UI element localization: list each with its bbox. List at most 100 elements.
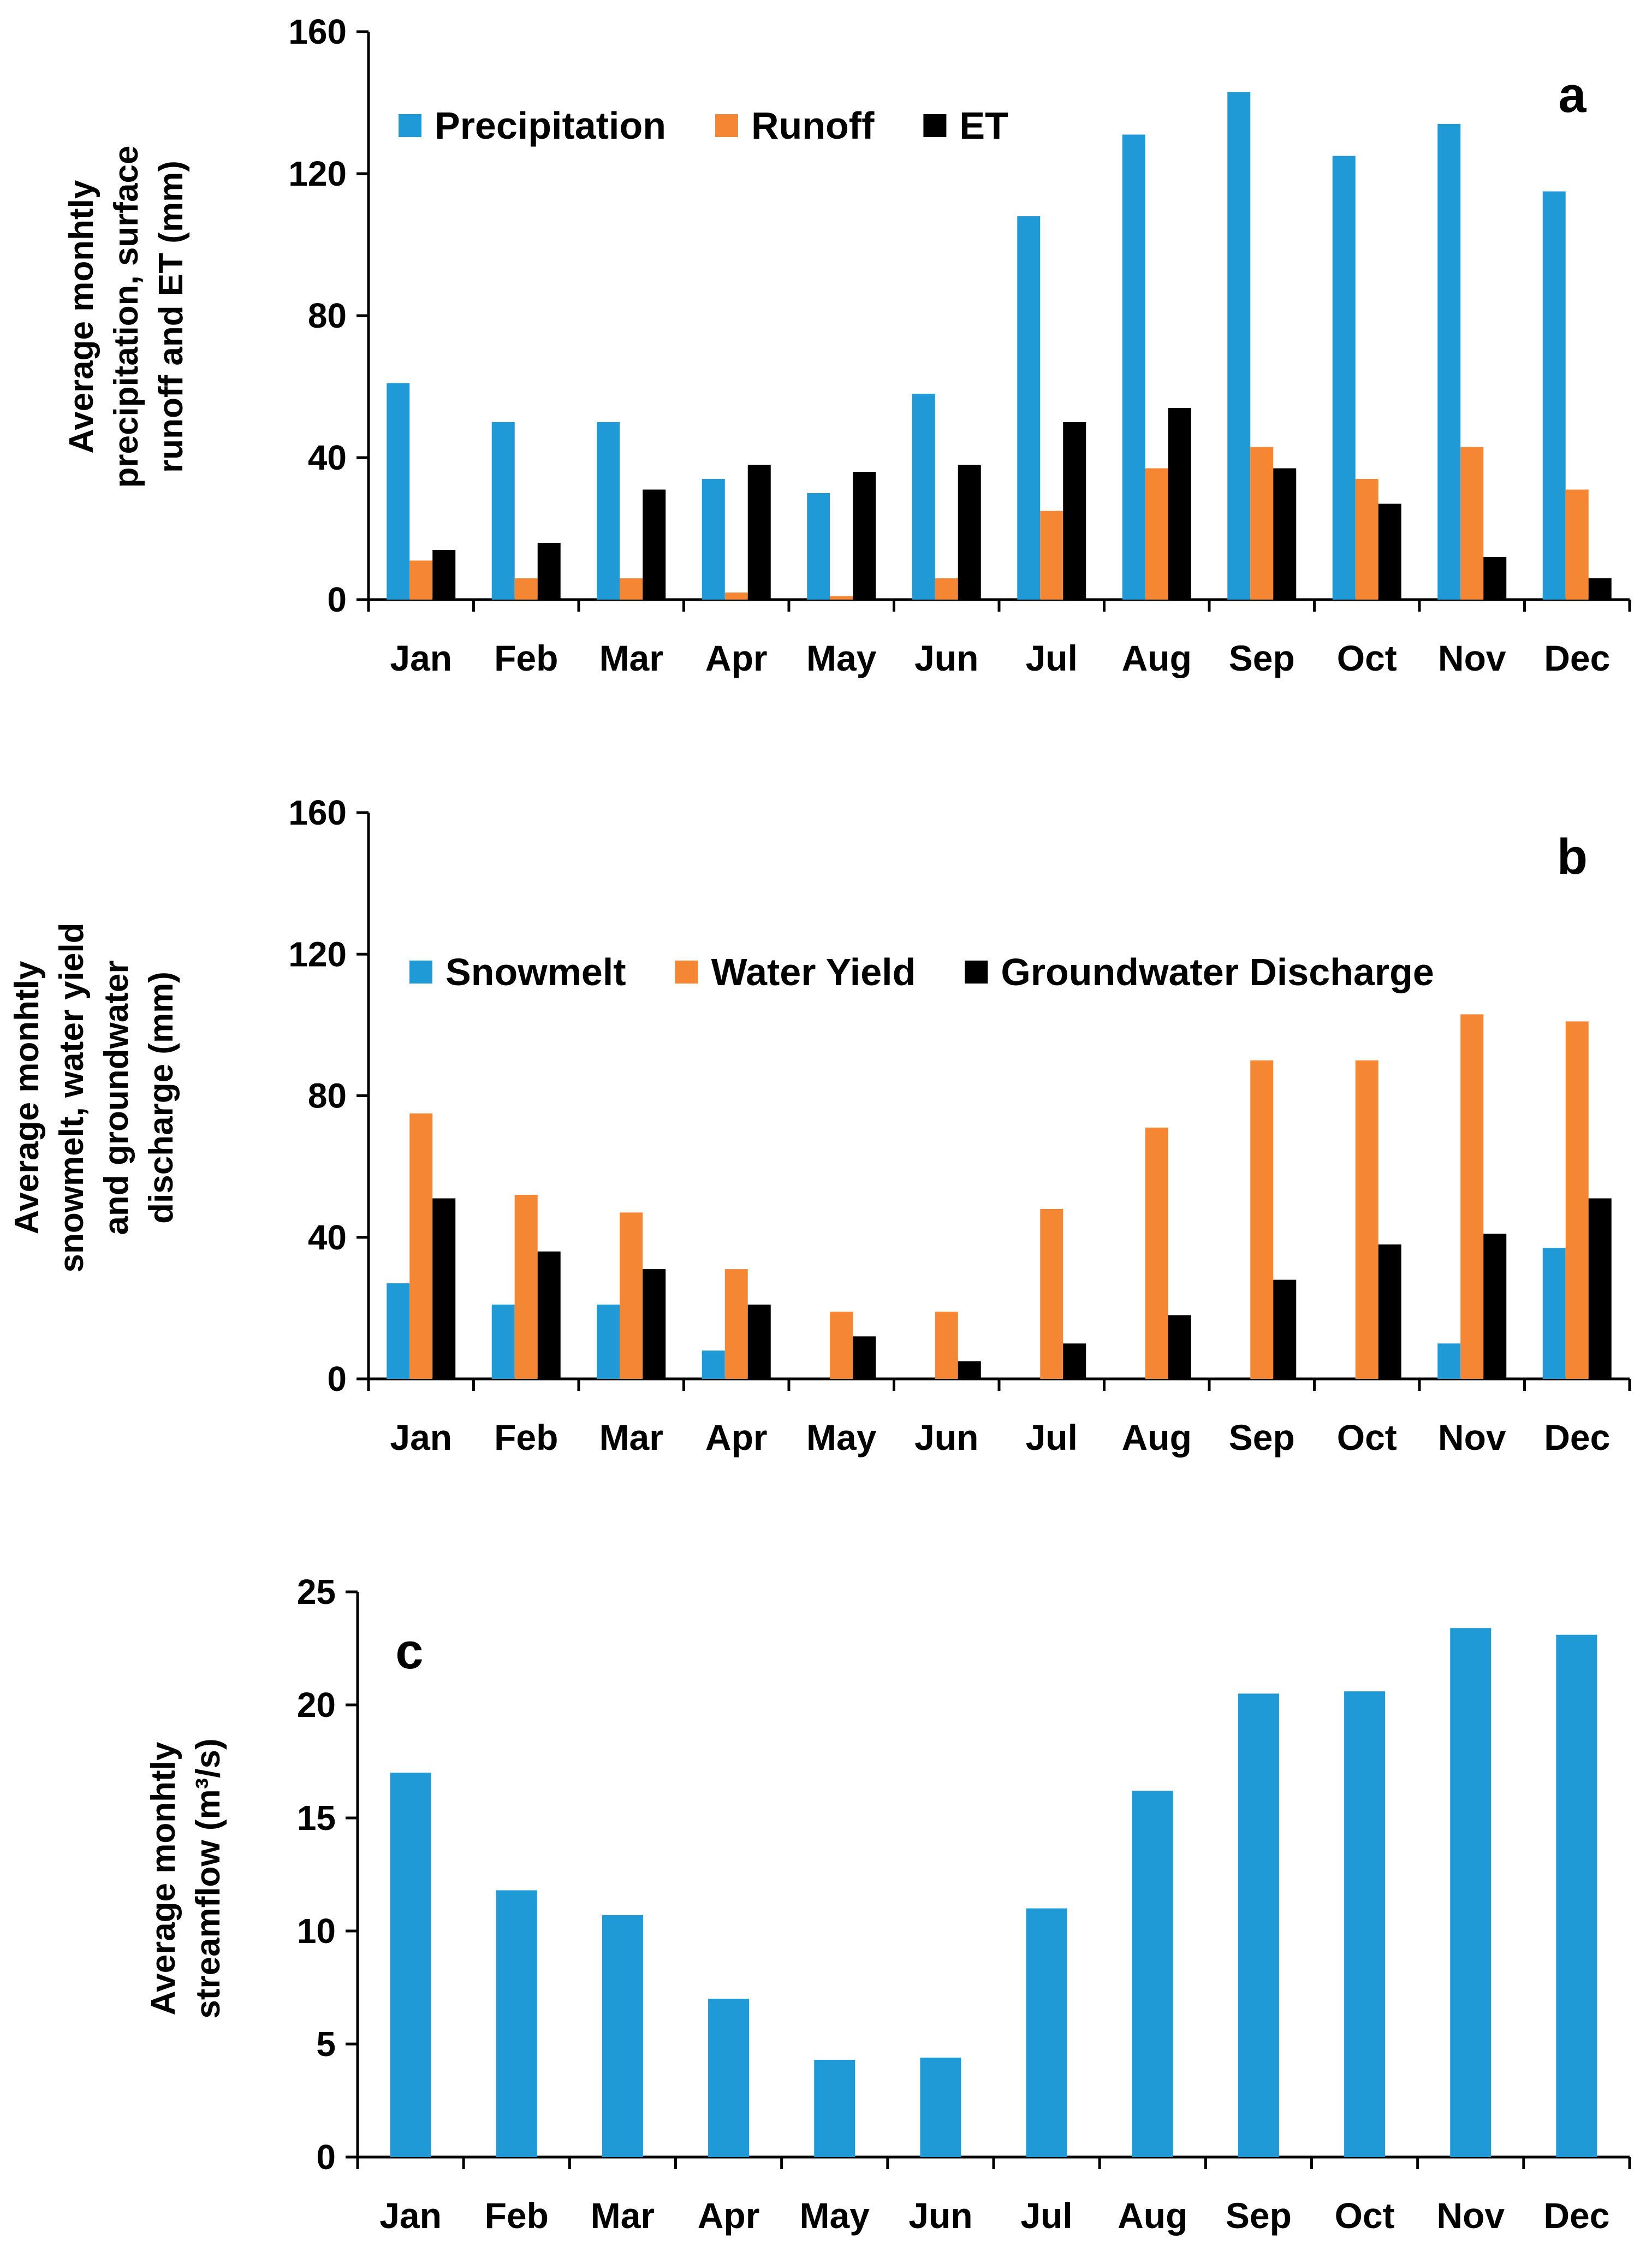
panel-a-bars: [387, 92, 1612, 600]
bar-et-nov: [1483, 557, 1507, 600]
panel-b-letter: b: [1557, 829, 1588, 885]
panel-c-y-tick-label: 25: [297, 1572, 336, 1612]
bar-streamflow-jul: [1026, 1908, 1067, 2157]
bar-groundwater-discharge-oct: [1378, 1244, 1401, 1379]
bar-snowmelt-nov: [1437, 1343, 1461, 1379]
bar-runoff-oct: [1355, 479, 1378, 600]
bar-streamflow-oct: [1344, 1691, 1386, 2157]
panel-a-y-tick-label: 160: [288, 12, 347, 51]
bar-precipitation-aug: [1122, 134, 1145, 600]
panel-a-y-tick-label: 40: [308, 438, 347, 477]
bar-precipitation-oct: [1332, 156, 1356, 600]
panel-b-x-tick-label: Mar: [599, 1417, 663, 1458]
panel-b-y-tick-label: 160: [288, 793, 347, 832]
bar-runoff-sep: [1250, 447, 1274, 600]
bar-et-apr: [747, 465, 771, 600]
bar-streamflow-dec: [1556, 1634, 1597, 2157]
bar-runoff-apr: [724, 593, 748, 600]
panel-c-ylabel-line-2: streamflow (m³/s): [189, 1738, 227, 2018]
legend-swatch-precipitation: [399, 114, 421, 137]
panel-a-legend: Precipitation Runoff ET: [399, 104, 1008, 147]
bar-snowmelt-feb: [491, 1304, 515, 1379]
legend-swatch-runoff: [715, 114, 738, 137]
bar-precipitation-nov: [1437, 124, 1461, 600]
bar-et-feb: [537, 543, 561, 600]
panel-c-y-tick-label: 20: [297, 1685, 336, 1725]
bar-water-yield-sep: [1250, 1060, 1274, 1379]
panel-c-axes: [346, 1590, 1631, 2169]
panel-c-y-tick-label: 5: [316, 2024, 336, 2064]
panel-a-x-tick-label: Nov: [1438, 638, 1506, 678]
bar-water-yield-oct: [1355, 1060, 1378, 1379]
bar-groundwater-discharge-apr: [747, 1304, 771, 1379]
bar-streamflow-jun: [920, 2057, 961, 2157]
panel-a-y-tick-label: 120: [288, 154, 347, 193]
panel-a-x-tick-label: Aug: [1122, 638, 1192, 678]
bar-groundwater-discharge-jul: [1063, 1343, 1086, 1379]
panel-c-letter: c: [395, 1624, 423, 1679]
panel-b-y-tick-label: 80: [308, 1076, 347, 1116]
bar-et-jun: [958, 465, 981, 600]
panel-b-ylabel-line-4: discharge (mm): [142, 971, 180, 1224]
legend-item-snowmelt: Snowmelt: [409, 951, 626, 993]
panel-b-y-tick-label: 120: [288, 934, 347, 974]
panel-b-x-tick-label: Sep: [1229, 1417, 1295, 1458]
bar-snowmelt-dec: [1542, 1248, 1566, 1379]
panel-b: Average monhtly snowmelt, water yield an…: [8, 793, 1631, 1458]
bar-et-mar: [643, 489, 666, 600]
bar-streamflow-may: [814, 2059, 855, 2157]
bar-streamflow-apr: [708, 1999, 750, 2157]
bar-streamflow-nov: [1450, 1628, 1491, 2157]
panel-b-y-tick-label: 0: [327, 1359, 347, 1399]
panel-c-x-tick-label: Jul: [1020, 2195, 1072, 2236]
bar-et-oct: [1378, 503, 1401, 600]
panel-c-x-tick-label: Nov: [1436, 2195, 1505, 2236]
bar-groundwater-discharge-feb: [537, 1251, 561, 1379]
panel-c-x-tick-label: Jan: [379, 2195, 442, 2236]
panel-a-ylabel: Average monhtly precipitation, surface r…: [63, 145, 190, 488]
panel-c-bars: [390, 1628, 1597, 2157]
panel-a-letter: a: [1558, 67, 1586, 123]
panel-b-y-tick-label: 40: [308, 1218, 347, 1257]
panel-a-x-tick-label: Jan: [390, 638, 452, 678]
panel-b-x-tick-label: Jan: [390, 1417, 452, 1458]
legend-label-et: ET: [959, 104, 1008, 147]
bar-groundwater-discharge-sep: [1273, 1279, 1297, 1379]
panel-a-x-tick-label: Feb: [494, 638, 558, 678]
panel-a-x-tick-label: Mar: [599, 638, 663, 678]
panel-b-x-tick-label: Feb: [494, 1417, 558, 1458]
panel-a-y-tick-label: 80: [308, 296, 347, 335]
bar-precipitation-mar: [597, 422, 620, 600]
bar-streamflow-jan: [390, 1773, 431, 2157]
panel-c-y-tick-label: 15: [297, 1798, 336, 1838]
bar-runoff-dec: [1565, 489, 1589, 600]
panel-a-ylabel-line-1: Average monhtly: [63, 180, 100, 453]
bar-groundwater-discharge-may: [853, 1336, 876, 1379]
bar-runoff-feb: [514, 578, 538, 600]
panel-c-x-tick-label: Jun: [908, 2195, 972, 2236]
panel-c-x-tick-label: Feb: [485, 2195, 549, 2236]
bar-runoff-mar: [620, 578, 643, 600]
bar-precipitation-may: [807, 493, 830, 600]
bar-snowmelt-apr: [702, 1350, 725, 1379]
panel-b-x-tick-label: Apr: [705, 1417, 768, 1458]
bar-streamflow-feb: [496, 1890, 537, 2157]
bar-water-yield-dec: [1565, 1021, 1589, 1379]
panel-c-x-tick-label: Sep: [1226, 2195, 1292, 2236]
bar-runoff-aug: [1145, 468, 1168, 600]
panel-a-x-tick-label: Dec: [1544, 638, 1610, 678]
panel-b-legend: Snowmelt Water Yield Groundwater Dischar…: [409, 951, 1434, 993]
panel-a-y-tick-label: 0: [327, 580, 347, 619]
bar-runoff-nov: [1460, 447, 1484, 600]
legend-item-water-yield: Water Yield: [675, 951, 916, 993]
legend-item-precipitation: Precipitation: [399, 104, 666, 147]
legend-swatch-groundwater-discharge: [965, 961, 988, 984]
panel-a-x-tick-label: Sep: [1229, 638, 1295, 678]
bar-water-yield-may: [830, 1311, 853, 1379]
legend-label-water-yield: Water Yield: [711, 951, 916, 993]
bar-et-sep: [1273, 468, 1297, 600]
bar-et-jan: [432, 550, 456, 600]
bar-streamflow-mar: [602, 1915, 643, 2157]
bar-precipitation-jul: [1017, 216, 1041, 600]
